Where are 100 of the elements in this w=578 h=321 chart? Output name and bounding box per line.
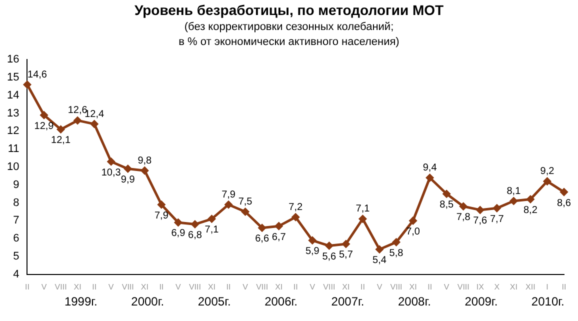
point: [275, 222, 283, 230]
data-label: 7,2: [288, 202, 304, 213]
point: [442, 190, 450, 198]
x-tick-label: V: [41, 282, 48, 292]
point: [23, 80, 31, 88]
data-label: 14,6: [28, 69, 48, 80]
point: [426, 174, 434, 182]
x-tick-label: II: [360, 282, 365, 292]
y-tick-label: 12: [6, 125, 20, 138]
point: [124, 165, 132, 173]
chart-subtitle: (без корректировки сезонных колебаний; в % от экономически активного населения): [178, 20, 400, 50]
text: 1999г.: [64, 294, 98, 309]
x-tick-label: II: [428, 282, 432, 292]
x-tick-label: XI: [140, 282, 148, 292]
data-label: 7,9: [222, 189, 236, 200]
point: [409, 216, 417, 224]
data-label: 5,9: [305, 246, 320, 258]
y-tick-label: 7: [13, 214, 20, 227]
x-tick-label: XI: [208, 282, 216, 292]
y-tick-label: 4: [13, 268, 20, 280]
data-label: 12,9: [34, 120, 54, 132]
data-label: 7,8: [456, 212, 471, 224]
point: [57, 126, 65, 134]
point: [140, 166, 148, 174]
point: [543, 178, 551, 186]
x-tick-label: VIII: [54, 282, 67, 292]
point: [242, 208, 250, 216]
x-tick-label: X: [494, 282, 500, 292]
data-label: 5,8: [389, 248, 404, 259]
y-tick-label: 13: [6, 107, 20, 120]
x-tick-label: XI: [275, 282, 283, 292]
text: 2008г.: [398, 294, 431, 309]
data-label: 8,2: [524, 204, 538, 216]
y-tick-label: 14: [6, 89, 20, 102]
x-tick-label: II: [562, 282, 566, 292]
point: [258, 224, 266, 232]
x-tick-label: VIII: [122, 282, 134, 292]
x-tick-label: XI: [510, 282, 518, 292]
data-label: 7,9: [154, 210, 169, 222]
data-label: 9,2: [540, 166, 555, 178]
data-label: 9,9: [120, 174, 136, 186]
data-label: 9,8: [138, 155, 152, 166]
point: [158, 200, 166, 208]
data-label: 7,1: [356, 204, 370, 215]
x-tick-label: XI: [74, 282, 82, 292]
point: [392, 238, 400, 246]
text: 2009г.: [464, 294, 498, 309]
text: 2010г.: [531, 294, 564, 309]
point: [376, 246, 384, 254]
y-tick-label: 9: [13, 178, 20, 191]
x-tick-label: II: [25, 282, 30, 292]
point: [325, 242, 333, 250]
text: 2007г.: [331, 294, 364, 309]
data-label: 5,7: [338, 250, 354, 261]
data-label: 7,5: [238, 196, 253, 208]
data-label: 7,6: [473, 216, 488, 227]
data-label: 6,6: [255, 234, 270, 245]
x-tick-label: V: [176, 282, 182, 292]
point: [308, 236, 316, 244]
data-label: 9,4: [422, 162, 438, 174]
point: [74, 116, 82, 124]
text: 2006г.: [264, 294, 298, 309]
y-tick-label: 15: [6, 72, 20, 84]
data-label: 5,6: [322, 252, 337, 263]
point: [493, 204, 501, 212]
point: [510, 197, 518, 205]
chart-title: Уровень безработицы, по методологии МОТ: [133, 2, 445, 18]
y-tick-label: 10: [6, 161, 20, 174]
x-tick-label: VIII: [323, 282, 336, 292]
x-tick-label: II: [293, 282, 298, 292]
point: [208, 215, 216, 223]
data-label: 6,9: [171, 228, 186, 240]
point: [90, 120, 98, 128]
point: [40, 111, 48, 119]
x-tick-label: V: [444, 282, 450, 292]
data-label: 8,6: [557, 198, 572, 209]
x-tick-label: V: [376, 282, 383, 292]
x-tick-label: V: [108, 282, 114, 292]
data-label: 7,7: [490, 214, 504, 225]
point: [560, 188, 568, 196]
y-tick-label: 6: [13, 232, 20, 245]
point: [460, 202, 468, 210]
x-tick-label: XI: [409, 282, 417, 292]
data-label: 7,0: [406, 226, 420, 238]
data-label: 6,8: [188, 230, 202, 242]
x-tick-label: V: [242, 282, 249, 292]
y-tick-label: 5: [13, 250, 20, 263]
x-tick-label: XI: [342, 282, 350, 292]
x-tick-label: IX: [476, 282, 485, 292]
x-tick-label: II: [226, 282, 231, 292]
x-tick-label: I: [546, 282, 548, 292]
data-label: 6,7: [272, 232, 286, 243]
x-tick-label: VIII: [390, 282, 402, 292]
x-tick-label: VIII: [457, 282, 470, 292]
point: [292, 213, 300, 221]
data-label: 10,3: [101, 167, 122, 178]
point: [526, 195, 534, 203]
point: [224, 200, 232, 208]
data-label: 12,1: [51, 135, 71, 146]
x-tick-label: II: [92, 282, 97, 292]
